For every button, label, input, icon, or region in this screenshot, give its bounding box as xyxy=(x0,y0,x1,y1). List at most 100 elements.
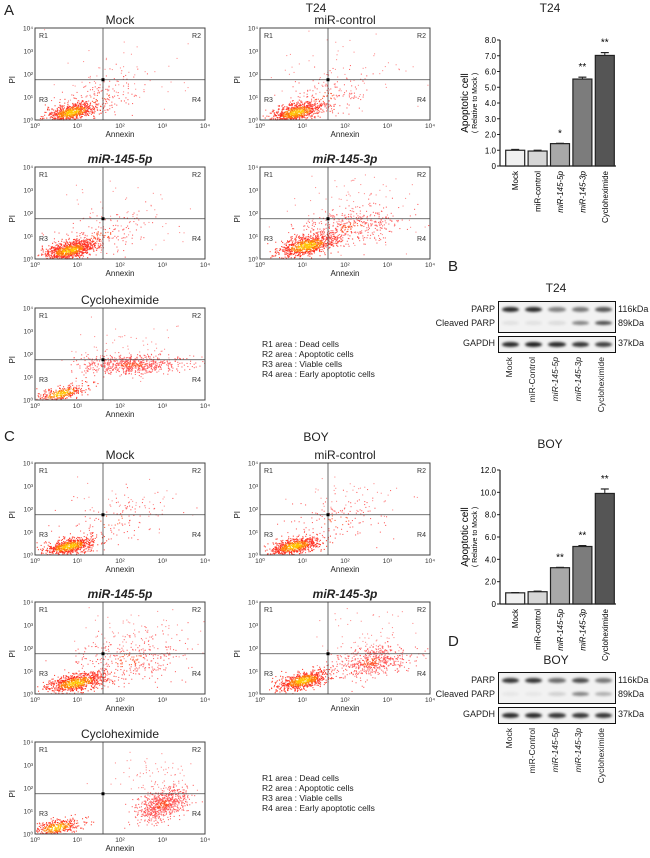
event-dot xyxy=(274,251,276,253)
event-dot xyxy=(347,231,349,233)
event-dot xyxy=(284,254,286,256)
event-dot xyxy=(146,210,148,212)
event-dot xyxy=(297,249,299,251)
event-dot xyxy=(379,189,381,191)
event-dot xyxy=(300,106,302,108)
event-dot xyxy=(295,118,297,120)
event-dot xyxy=(391,197,393,199)
event-dot xyxy=(291,254,293,256)
event-dot xyxy=(288,241,290,243)
event-dot xyxy=(340,245,342,247)
event-dot xyxy=(287,253,289,255)
event-dot xyxy=(178,225,180,227)
event-dot xyxy=(346,231,348,233)
event-dot xyxy=(392,215,394,217)
event-dot xyxy=(37,395,39,397)
event-dot xyxy=(57,254,59,256)
event-dot xyxy=(300,115,302,117)
event-dot xyxy=(309,247,311,249)
event-dot xyxy=(86,369,88,371)
event-dot xyxy=(307,247,309,249)
event-dot xyxy=(109,68,111,70)
event-dot xyxy=(85,106,87,108)
event-dot xyxy=(53,109,55,111)
event-dot xyxy=(101,103,103,105)
event-dot xyxy=(65,255,67,257)
event-dot xyxy=(139,362,141,364)
x-axis-label: Annexin xyxy=(106,269,135,278)
event-dot xyxy=(315,243,317,245)
event-dot xyxy=(84,114,86,116)
event-dot xyxy=(334,180,336,182)
event-dot xyxy=(280,114,282,116)
event-dot xyxy=(64,116,66,118)
event-dot xyxy=(350,222,352,224)
event-dot xyxy=(305,101,307,103)
event-dot xyxy=(332,244,334,246)
event-dot xyxy=(313,243,315,245)
event-dot xyxy=(110,356,112,358)
event-dot xyxy=(278,252,280,254)
event-dot xyxy=(338,218,340,220)
event-dot xyxy=(317,240,319,242)
event-dot xyxy=(314,105,316,107)
event-dot xyxy=(316,239,318,241)
event-dot xyxy=(122,229,124,231)
event-dot xyxy=(114,235,116,237)
event-dot xyxy=(53,254,55,256)
x-tick-label: 10³ xyxy=(383,262,393,269)
event-dot xyxy=(79,107,81,109)
event-dot xyxy=(295,116,297,118)
event-dot xyxy=(313,252,315,254)
event-dot xyxy=(315,240,317,242)
event-dot xyxy=(59,248,61,250)
event-dot xyxy=(115,371,117,373)
event-dot xyxy=(288,109,290,111)
event-dot xyxy=(85,249,87,251)
event-dot xyxy=(70,245,72,247)
event-dot xyxy=(320,231,322,233)
event-dot xyxy=(140,226,142,228)
event-dot xyxy=(285,118,287,120)
event-dot xyxy=(58,394,60,396)
event-dot xyxy=(94,102,96,104)
event-dot xyxy=(314,246,316,248)
event-dot xyxy=(96,235,98,237)
event-dot xyxy=(133,212,135,214)
event-dot xyxy=(296,251,298,253)
event-dot xyxy=(109,354,111,356)
event-dot xyxy=(307,225,309,227)
x-tick-label: 10¹ xyxy=(298,262,308,269)
event-dot xyxy=(292,113,294,115)
event-dot xyxy=(58,249,60,251)
event-dot xyxy=(291,111,293,113)
event-dot xyxy=(310,231,312,233)
event-dot xyxy=(105,111,107,113)
event-dot xyxy=(302,239,304,241)
event-dot xyxy=(377,213,379,215)
event-dot xyxy=(382,217,384,219)
event-dot xyxy=(293,71,295,73)
region-label-r2: R2 xyxy=(417,172,426,179)
event-dot xyxy=(289,240,291,242)
event-dot xyxy=(72,249,74,251)
event-dot xyxy=(323,230,325,232)
event-dot xyxy=(85,110,87,112)
event-dot xyxy=(378,223,380,225)
event-dot xyxy=(55,118,57,120)
event-dot xyxy=(295,244,297,246)
event-dot xyxy=(323,244,325,246)
event-dot xyxy=(299,252,301,254)
event-dot xyxy=(62,248,64,250)
event-dot xyxy=(45,391,47,393)
event-dot xyxy=(85,250,87,252)
event-dot xyxy=(61,111,63,113)
event-dot xyxy=(55,114,57,116)
event-dot xyxy=(71,245,73,247)
event-dot xyxy=(359,220,361,222)
event-dot xyxy=(288,232,290,234)
event-dot xyxy=(316,232,318,234)
event-dot xyxy=(73,390,75,392)
event-dot xyxy=(285,114,287,116)
event-dot xyxy=(76,115,78,117)
